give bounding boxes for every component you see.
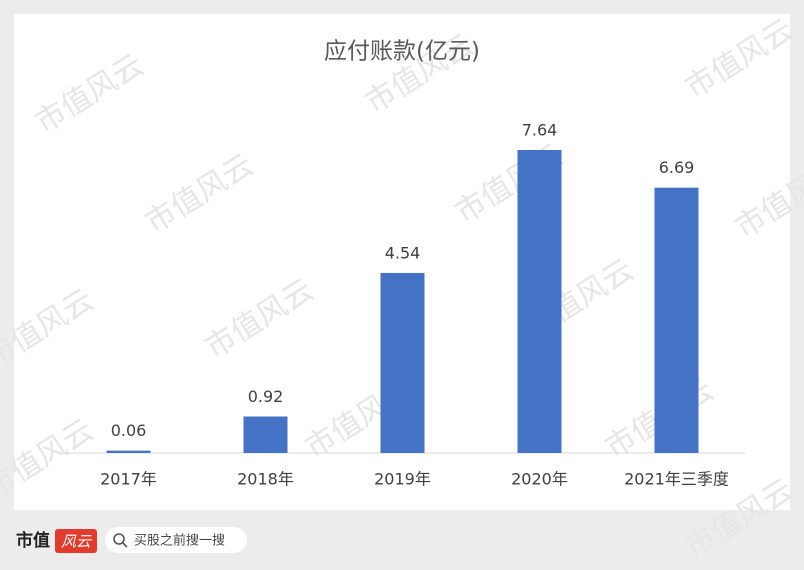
bar <box>106 450 151 453</box>
brand: 市值 <box>16 530 50 551</box>
chart-title: 应付账款(亿元) <box>324 39 480 65</box>
logo: 风云 <box>61 533 92 551</box>
x-tick-label: 2021年三季度 <box>624 470 729 489</box>
search-box[interactable] <box>105 527 247 553</box>
x-tick-label: 2019年 <box>374 470 431 489</box>
bar <box>380 272 425 453</box>
logo-box <box>55 529 97 553</box>
value-label: 7.64 <box>522 121 558 140</box>
value-label: 6.69 <box>659 158 695 177</box>
bar <box>654 187 699 453</box>
value-label: 0.92 <box>248 387 284 406</box>
search-placeholder: 买股之前搜一搜 <box>134 533 225 549</box>
x-tick-label: 2020年 <box>511 470 568 489</box>
value-label: 4.54 <box>385 243 421 262</box>
value-label: 0.06 <box>111 421 147 440</box>
bars: 0.06 2017年 0.92 2018年 4.54 2019年 7.64 2020年 6.69… <box>100 121 729 489</box>
search-icon-handle <box>122 542 128 548</box>
bar <box>243 416 288 453</box>
bar <box>517 150 562 453</box>
search-icon <box>113 533 125 545</box>
x-tick-label: 2018年 <box>237 470 294 489</box>
x-tick-label: 2017年 <box>100 470 157 489</box>
